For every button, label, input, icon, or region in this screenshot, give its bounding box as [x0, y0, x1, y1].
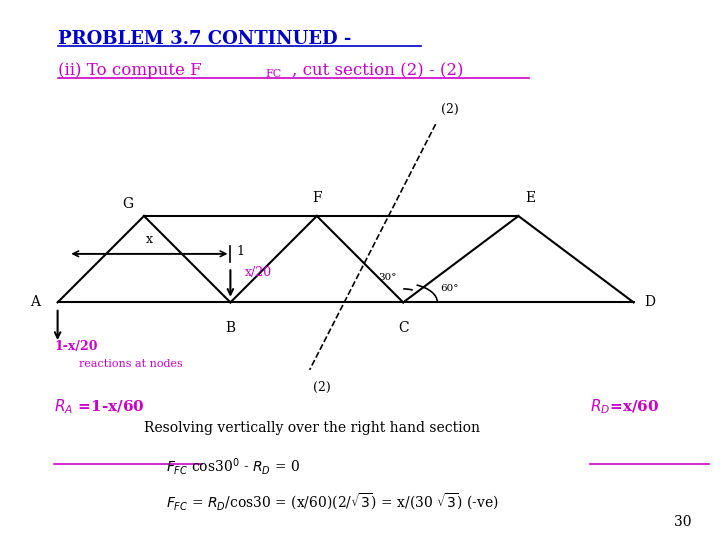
Text: 30: 30 — [674, 515, 691, 529]
Text: Resolving vertically over the right hand section: Resolving vertically over the right hand… — [144, 421, 480, 435]
Text: FC: FC — [265, 69, 282, 79]
Text: 1: 1 — [236, 245, 244, 258]
Text: (2): (2) — [441, 103, 459, 116]
Text: , cut section (2) - (2): , cut section (2) - (2) — [292, 62, 463, 79]
Text: B: B — [225, 321, 235, 335]
Text: D: D — [644, 295, 655, 309]
Text: reactions at nodes: reactions at nodes — [79, 359, 183, 369]
Text: $F_{FC}$ cos30$^0$ - $R_D$ = 0: $F_{FC}$ cos30$^0$ - $R_D$ = 0 — [166, 456, 300, 477]
Text: (ii) To compute F: (ii) To compute F — [58, 62, 202, 79]
Text: E: E — [526, 191, 536, 205]
Text: (2): (2) — [313, 381, 331, 394]
Text: G: G — [122, 197, 133, 211]
Text: x: x — [146, 233, 153, 246]
Text: $R_D$=x/60: $R_D$=x/60 — [590, 397, 660, 416]
Text: $R_A$ =1-x/60: $R_A$ =1-x/60 — [54, 397, 145, 416]
Text: F: F — [312, 191, 322, 205]
Text: 60°: 60° — [441, 284, 459, 293]
Text: 1-x/20: 1-x/20 — [54, 340, 97, 353]
Text: $F_{FC}$ = $R_D$/cos30 = (x/60)(2/$\sqrt{3}$) = x/(30 $\sqrt{3}$) (-ve): $F_{FC}$ = $R_D$/cos30 = (x/60)(2/$\sqrt… — [166, 491, 498, 512]
Text: 30°: 30° — [378, 273, 397, 282]
Text: C: C — [398, 321, 408, 335]
Text: x/20: x/20 — [245, 266, 272, 279]
Text: A: A — [30, 295, 40, 309]
Text: PROBLEM 3.7 CONTINUED -: PROBLEM 3.7 CONTINUED - — [58, 30, 351, 48]
